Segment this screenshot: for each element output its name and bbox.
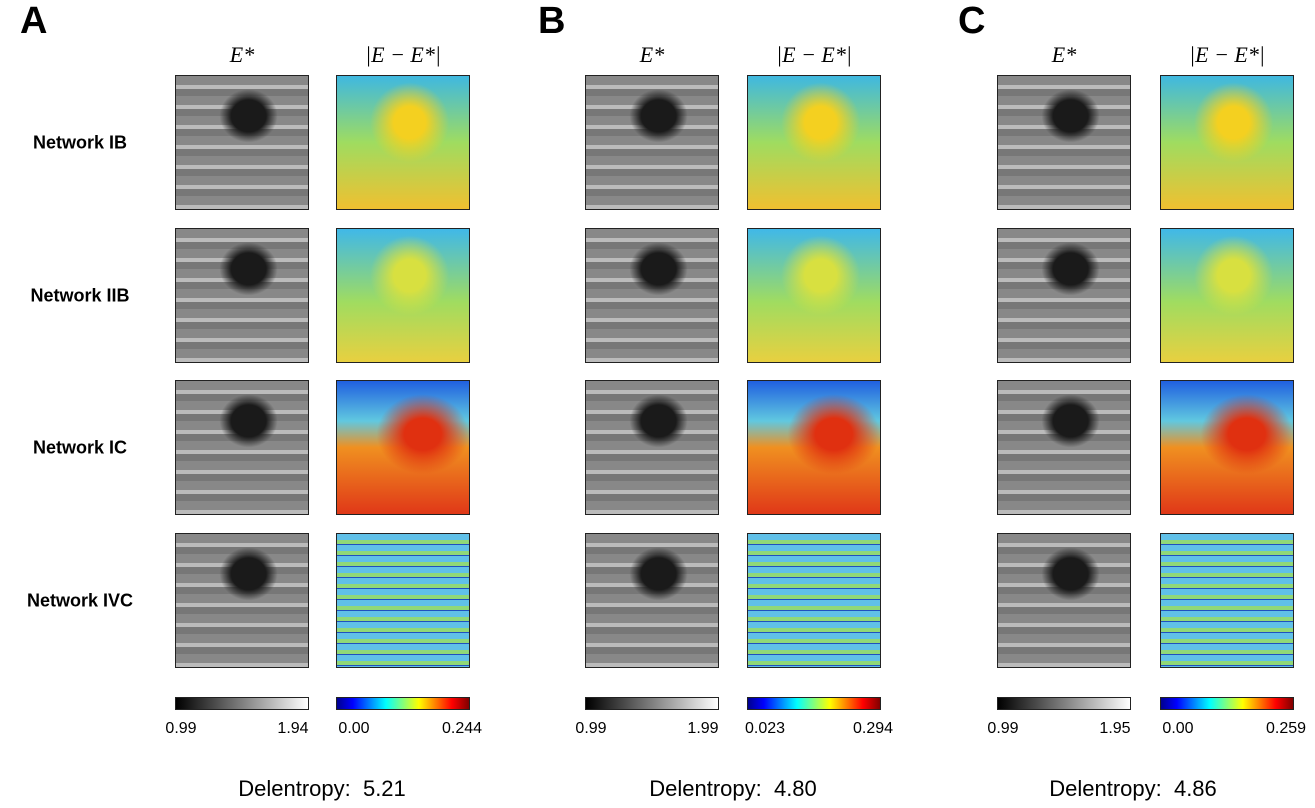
gray-colorbar: [997, 697, 1131, 710]
colorbar-label: 1.94: [277, 720, 309, 737]
row-label: Network IVC: [26, 590, 134, 611]
panel-label: B: [538, 0, 566, 42]
row-label: Network IC: [32, 437, 128, 458]
error-heatmap: [1160, 533, 1294, 668]
error-heatmap: [1160, 228, 1294, 363]
error-heatmap: [336, 380, 470, 515]
elasticity-image: [997, 228, 1131, 363]
colorbar-label: 0.259: [1265, 720, 1307, 737]
column-header: E*: [1051, 42, 1077, 67]
elasticity-image: [585, 75, 719, 210]
colorbar-label: 0.244: [441, 720, 483, 737]
colorbar-label: 0.99: [575, 720, 607, 737]
panel-label: C: [958, 0, 986, 42]
column-header: |E − E*|: [1189, 42, 1265, 67]
jet-colorbar: [747, 697, 881, 710]
elasticity-image: [585, 533, 719, 668]
error-heatmap: [1160, 380, 1294, 515]
elasticity-image: [175, 533, 309, 668]
jet-colorbar: [1160, 697, 1294, 710]
delentropy: Delentropy: 4.80: [649, 776, 817, 801]
column-header: |E − E*|: [776, 42, 852, 67]
error-heatmap: [336, 228, 470, 363]
elasticity-image: [175, 228, 309, 363]
colorbar-label: 0.00: [1162, 720, 1194, 737]
error-heatmap: [747, 75, 881, 210]
elasticity-image: [585, 228, 719, 363]
colorbar-label: 0.294: [852, 720, 894, 737]
column-header: |E − E*|: [365, 42, 441, 67]
error-heatmap: [747, 228, 881, 363]
error-heatmap: [1160, 75, 1294, 210]
gray-colorbar: [175, 697, 309, 710]
error-heatmap: [747, 380, 881, 515]
colorbar-label: 1.99: [687, 720, 719, 737]
elasticity-image: [175, 75, 309, 210]
column-header: E*: [639, 42, 665, 67]
delentropy: Delentropy: 4.86: [1049, 776, 1217, 801]
colorbar-label: 0.023: [744, 720, 786, 737]
panel-label: A: [20, 0, 48, 42]
gray-colorbar: [585, 697, 719, 710]
elasticity-image: [175, 380, 309, 515]
error-heatmap: [747, 533, 881, 668]
delentropy: Delentropy: 5.21: [238, 776, 406, 801]
error-heatmap: [336, 533, 470, 668]
elasticity-image: [997, 75, 1131, 210]
error-heatmap: [336, 75, 470, 210]
colorbar-label: 0.99: [165, 720, 197, 737]
row-label: Network IIB: [30, 285, 130, 306]
colorbar-label: 1.95: [1099, 720, 1131, 737]
elasticity-image: [997, 533, 1131, 668]
elasticity-image: [585, 380, 719, 515]
jet-colorbar: [336, 697, 470, 710]
column-header: E*: [229, 42, 255, 67]
elasticity-image: [997, 380, 1131, 515]
row-label: Network IB: [32, 132, 128, 153]
colorbar-label: 0.00: [338, 720, 370, 737]
colorbar-label: 0.99: [987, 720, 1019, 737]
